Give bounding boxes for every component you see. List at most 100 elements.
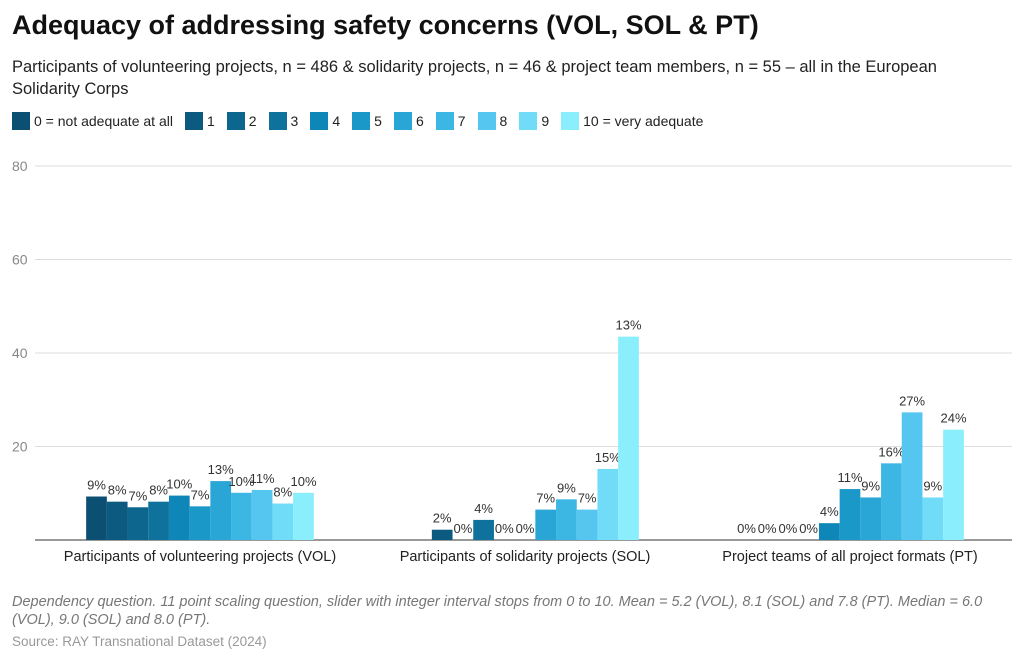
- legend-swatch: [310, 112, 329, 130]
- legend-swatch: [561, 112, 580, 130]
- data-label: 4%: [820, 504, 839, 519]
- legend-item: 0 = not adequate at all: [12, 112, 173, 130]
- data-label: 10%: [228, 474, 254, 489]
- bar: [860, 497, 882, 540]
- legend-label: 1: [206, 113, 215, 129]
- bar: [106, 501, 128, 540]
- y-tick-label: 60: [12, 252, 28, 268]
- data-label: 7%: [191, 487, 210, 502]
- bar: [189, 506, 211, 540]
- data-label: 8%: [149, 483, 168, 498]
- bar: [86, 496, 107, 540]
- y-tick-label: 80: [12, 158, 28, 174]
- legend-label: 8: [499, 113, 508, 129]
- bar: [556, 499, 577, 540]
- data-label: 0%: [495, 521, 514, 536]
- legend-swatch: [352, 112, 371, 130]
- data-label: 0%: [799, 521, 818, 536]
- x-category-label: Participants of volunteering projects (V…: [64, 549, 336, 565]
- bar: [922, 497, 944, 540]
- data-label: 24%: [940, 411, 966, 426]
- x-category-label: Participants of solidarity projects (SOL…: [400, 549, 651, 565]
- legend-swatch: [477, 112, 496, 130]
- data-label: 0%: [454, 521, 473, 536]
- data-label: 0%: [758, 521, 777, 536]
- bar: [293, 492, 314, 540]
- legend-item: 1: [184, 112, 215, 130]
- bar: [127, 507, 149, 540]
- data-label: 11%: [250, 471, 275, 486]
- legend-item: 9: [519, 112, 549, 130]
- bar: [576, 509, 598, 540]
- data-label: 9%: [87, 478, 106, 493]
- legend-label: 7: [457, 113, 466, 129]
- legend-label: 2: [248, 113, 257, 129]
- legend-swatch: [435, 112, 454, 130]
- data-label: 4%: [474, 501, 493, 516]
- legend-item: 4: [310, 112, 340, 130]
- data-label: 9%: [923, 478, 942, 493]
- y-tick-label: 20: [12, 439, 28, 455]
- legend-swatch: [393, 112, 412, 130]
- data-label: 2%: [433, 511, 452, 526]
- legend-item: 2: [226, 112, 257, 130]
- data-label: 10%: [166, 477, 192, 492]
- bar: [148, 501, 169, 540]
- legend-item: 3: [268, 112, 299, 130]
- data-label: 8%: [273, 485, 292, 500]
- legend-swatch: [226, 112, 245, 130]
- data-label: 13%: [208, 462, 234, 477]
- legend-label: 9: [541, 113, 550, 129]
- legend-item: 5: [352, 112, 382, 130]
- data-label: 16%: [878, 444, 904, 459]
- legend-label: 0 = not adequate at all: [34, 113, 173, 129]
- legend-item: 6: [393, 112, 424, 130]
- legend-item: 7: [435, 112, 466, 130]
- bar: [818, 523, 840, 540]
- bar: [618, 336, 639, 540]
- bar: [210, 481, 232, 540]
- bar: [431, 529, 453, 540]
- chart-title: Adequacy of addressing safety concerns (…: [12, 10, 759, 40]
- data-label: 9%: [861, 478, 880, 493]
- legend-item: 10 = very adequate: [561, 112, 703, 130]
- bar: [473, 519, 494, 540]
- legend-label: 4: [332, 113, 341, 129]
- bar: [535, 509, 557, 540]
- legend-label: 5: [374, 113, 382, 129]
- bar: [839, 489, 861, 540]
- legend-label: 10 = very adequate: [583, 113, 704, 129]
- chart-subtitle: Participants of volunteering projects, n…: [12, 58, 937, 98]
- data-label: 15%: [595, 450, 621, 465]
- data-label: 11%: [837, 470, 862, 485]
- legend-item: 8: [477, 112, 508, 130]
- legend-swatch: [12, 112, 30, 130]
- y-tick-label: 40: [12, 345, 28, 361]
- legend-label: 6: [415, 113, 424, 129]
- bar: [901, 412, 923, 540]
- data-label: 7%: [536, 491, 555, 506]
- bar: [272, 503, 294, 540]
- data-label: 7%: [129, 488, 148, 503]
- legend-label: 3: [290, 113, 299, 129]
- data-label: 0%: [779, 521, 798, 536]
- bar: [168, 495, 190, 540]
- bar: [597, 468, 619, 540]
- bar: [943, 429, 964, 540]
- legend-swatch: [519, 112, 538, 130]
- x-category-label: Project teams of all project formats (PT…: [722, 549, 977, 565]
- bar: [231, 492, 252, 540]
- data-label: 13%: [615, 318, 641, 333]
- chart-source: Source: RAY Transnational Dataset (2024): [12, 634, 267, 649]
- legend-swatch: [268, 112, 287, 130]
- bar: [881, 463, 902, 540]
- bar: [251, 489, 273, 540]
- legend-swatch: [184, 112, 203, 130]
- data-label: 0%: [737, 521, 756, 536]
- chart-footnote: Dependency question. 11 point scaling qu…: [12, 594, 983, 628]
- chart-legend: 0 = not adequate at all 1 2 3 4 5 6 7 8 9 10 = ver…: [12, 112, 715, 130]
- data-label: 9%: [557, 480, 576, 495]
- data-label: 10%: [290, 474, 316, 489]
- data-label: 7%: [578, 491, 597, 506]
